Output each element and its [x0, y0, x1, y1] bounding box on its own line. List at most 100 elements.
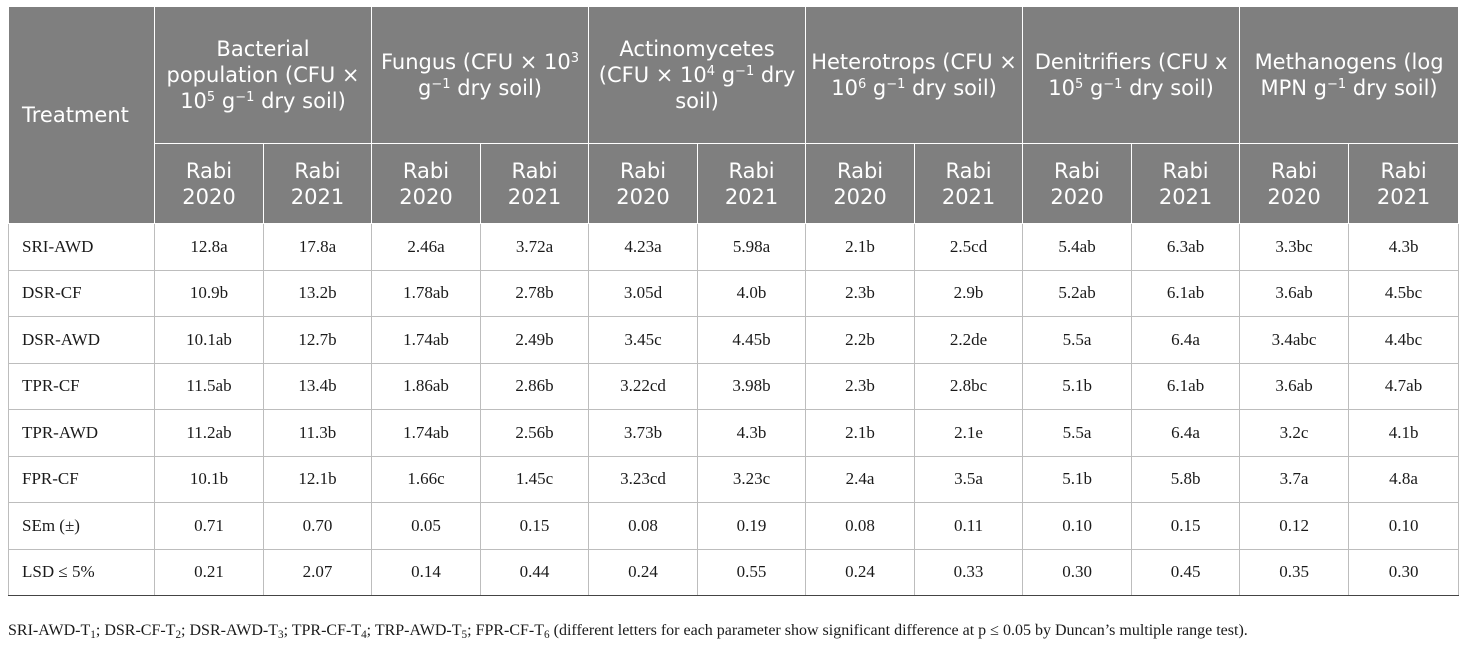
- table-cell: 1.78ab: [371, 270, 482, 317]
- table-cell: 1.66c: [371, 456, 482, 503]
- season-header: Rabi 2021: [914, 143, 1024, 224]
- table-cell: 2.8bc: [914, 363, 1024, 410]
- table-cell: 2.1b: [805, 223, 916, 271]
- table-cell: 4.23a: [588, 223, 699, 271]
- footnote-code-subscript: 5: [461, 628, 468, 641]
- parameter-header-text: Heterotrops (CFU × 10: [811, 50, 1017, 100]
- table-cell: 0.45: [1131, 549, 1241, 596]
- footnote-separator: ;: [181, 622, 190, 639]
- table-cell: 13.2b: [262, 270, 373, 317]
- table-cell: 0.21: [154, 549, 264, 596]
- table-cell: 0.71: [154, 502, 264, 550]
- parameter-header: Heterotrops (CFU × 106 g−1 dry soil): [805, 6, 1024, 144]
- table-cell: 0.12: [1239, 502, 1350, 550]
- table-cell: 0.11: [914, 502, 1024, 550]
- treatment-header: Treatment: [8, 6, 155, 224]
- table-cell: 4.7ab: [1348, 363, 1460, 410]
- table-cell: 10.9b: [154, 270, 264, 317]
- season-header: Rabi 2021: [697, 143, 807, 224]
- table-cell: 12.1b: [262, 456, 373, 503]
- table-cell: 11.5ab: [154, 363, 264, 410]
- table-cell: 11.2ab: [154, 409, 264, 457]
- season-header: Rabi 2020: [1022, 143, 1133, 224]
- row-label: TPR-AWD: [8, 409, 155, 457]
- table-cell: 1.74ab: [371, 409, 482, 457]
- parameter-header-text: dry soil): [1122, 76, 1214, 100]
- table-cell: 3.7a: [1239, 456, 1350, 503]
- table-cell: 3.45c: [588, 316, 699, 364]
- table-cell: 0.08: [805, 502, 916, 550]
- parameter-header-exponent: 4: [706, 63, 716, 79]
- table-cell: 2.1e: [914, 409, 1024, 457]
- table-cell: 5.98a: [697, 223, 807, 271]
- table-cell: 0.44: [480, 549, 590, 596]
- table-cell: 0.10: [1022, 502, 1133, 550]
- footnote-code: DSR-CF-T: [104, 622, 176, 639]
- table-cell: 3.2c: [1239, 409, 1350, 457]
- table-cell: 3.05d: [588, 270, 699, 317]
- table-cell: 6.4a: [1131, 409, 1241, 457]
- table-cell: 2.78b: [480, 270, 590, 317]
- header-row-parameters: Treatment Bacterial population (CFU × 10…: [8, 6, 1460, 224]
- footnote-code-subscript: 4: [361, 628, 367, 641]
- table-cell: 5.1b: [1022, 456, 1133, 503]
- table-cell: 13.4b: [262, 363, 373, 410]
- table-cell: 1.45c: [480, 456, 590, 503]
- table-cell: 2.4a: [805, 456, 916, 503]
- table-row: FPR-CF 10.1b 12.1b 1.66c 1.45c 3.23cd 3.23c 2.4…: [8, 456, 1460, 503]
- table-cell: 3.98b: [697, 363, 807, 410]
- table-cell: 3.22cd: [588, 363, 699, 410]
- parameter-header-text: g: [215, 89, 236, 113]
- footnote-text: (different letters for each parameter sh…: [549, 622, 1248, 639]
- table-cell: 4.3b: [1348, 223, 1460, 271]
- table-cell: 3.23c: [697, 456, 807, 503]
- table-cell: 0.70: [262, 502, 373, 550]
- table-cell: 4.3b: [697, 409, 807, 457]
- season-header: Rabi 2020: [1239, 143, 1350, 224]
- table-cell: 6.4a: [1131, 316, 1241, 364]
- table-cell: 2.1b: [805, 409, 916, 457]
- table-cell: 10.1b: [154, 456, 264, 503]
- table-cell: 2.07: [262, 549, 373, 596]
- table-cell: 4.8a: [1348, 456, 1460, 503]
- table-cell: 1.86ab: [371, 363, 482, 410]
- table-cell: 4.45b: [697, 316, 807, 364]
- table-cell: 4.4bc: [1348, 316, 1460, 364]
- parameter-header-text: dry soil): [905, 76, 997, 100]
- parameter-header: Bacterial population (CFU × 105 g−1 dry …: [153, 6, 373, 144]
- table-cell: 0.05: [371, 502, 482, 550]
- table-cell: 2.3b: [805, 270, 916, 317]
- table-cell: 2.46a: [371, 223, 482, 271]
- table-cell: 5.2ab: [1022, 270, 1133, 317]
- season-header: Rabi 2020: [154, 143, 264, 224]
- table-row: SRI-AWD 12.8a 17.8a 2.46a 3.72a 4.23a 5.98a 2.1…: [8, 223, 1460, 271]
- season-header: Rabi 2020: [371, 143, 482, 224]
- table-row: TPR-AWD 11.2ab 11.3b 1.74ab 2.56b 3.73b 4.3b 2.…: [8, 409, 1460, 457]
- parameter-header-exponent: 5: [1074, 76, 1084, 92]
- parameter-header-text: dry soil): [450, 76, 542, 100]
- table-cell: 5.4ab: [1022, 223, 1133, 271]
- table-cell: 10.1ab: [154, 316, 264, 364]
- footnote-code-subscript: 2: [175, 628, 182, 641]
- parameter-header-text: Methanogens (log MPN g: [1254, 50, 1444, 100]
- table-cell: 0.15: [480, 502, 590, 550]
- parameter-header-exponent: 3: [570, 50, 580, 66]
- parameter-header-text: g: [715, 63, 736, 87]
- parameter-header: Fungus (CFU × 103 g−1 dry soil): [371, 6, 590, 144]
- footnote-code: FPR-CF-T: [475, 622, 545, 639]
- season-header: Rabi 2021: [1131, 143, 1241, 224]
- table-cell: 11.3b: [262, 409, 373, 457]
- table-cell: 2.2b: [805, 316, 916, 364]
- table-cell: 0.24: [805, 549, 916, 596]
- header-row-seasons: Rabi 2020 Rabi 2021 Rabi 2020 Rabi 2021 Rabi…: [9, 143, 1460, 224]
- parameter-header-text: g: [866, 76, 887, 100]
- table-cell: 0.14: [371, 549, 482, 596]
- parameter-header-exponent: −1: [1103, 76, 1123, 92]
- season-header: Rabi 2021: [262, 143, 373, 224]
- parameter-header-text: g: [1083, 76, 1104, 100]
- parameter-header-exponent: −1: [735, 63, 755, 79]
- row-label: SRI-AWD: [8, 223, 155, 271]
- season-header: Rabi 2021: [480, 143, 590, 224]
- table-cell: 3.72a: [480, 223, 590, 271]
- footnote-separator: ;: [467, 622, 476, 639]
